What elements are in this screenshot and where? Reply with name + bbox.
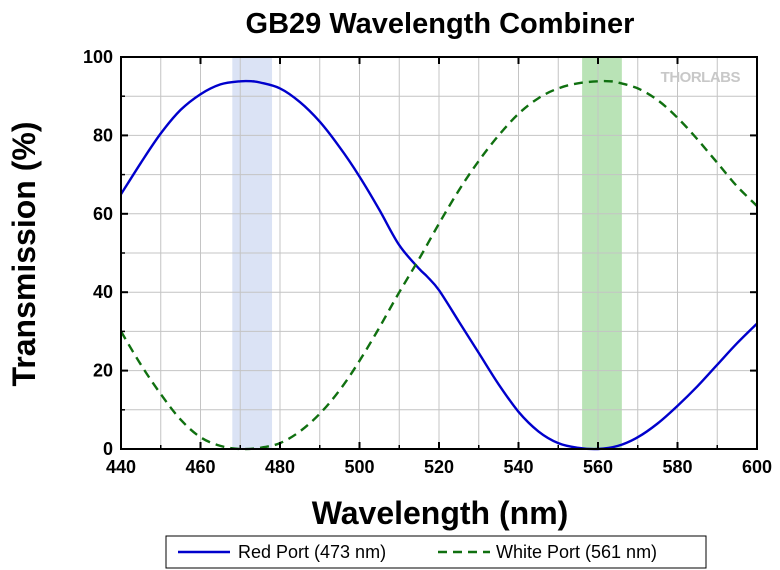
x-tick-label-600: 600 (742, 457, 772, 477)
legend: Red Port (473 nm) White Port (561 nm) (165, 535, 707, 569)
tick-labels: 440 460 480 500 520 540 560 580 600 0 20 40 60 80 100 (83, 47, 772, 477)
y-tick-label-20: 20 (93, 361, 113, 381)
x-axis-title: Wavelength (nm) (312, 495, 569, 531)
x-tick-label-440: 440 (106, 457, 136, 477)
legend-label-red-port: Red Port (473 nm) (238, 542, 386, 562)
series-line-0 (119, 79, 758, 451)
y-tick-label-40: 40 (93, 282, 113, 302)
chart-title: GB29 Wavelength Combiner (246, 8, 635, 40)
x-tick-label-520: 520 (424, 457, 454, 477)
legend-box (165, 535, 707, 569)
x-tick-label-460: 460 (185, 457, 215, 477)
y-tick-label-60: 60 (93, 204, 113, 224)
x-tick-label-540: 540 (503, 457, 533, 477)
x-tick-label-480: 480 (265, 457, 295, 477)
y-tick-label-0: 0 (103, 439, 113, 459)
axis-ticks (120, 56, 758, 450)
legend-label-white-port: White Port (561 nm) (496, 542, 657, 562)
y-axis-title: Transmission (%) (6, 122, 42, 387)
y-tick-label-100: 100 (83, 47, 113, 67)
grid-lines (121, 57, 757, 449)
x-tick-label-560: 560 (583, 457, 613, 477)
y-tick-label-80: 80 (93, 125, 113, 145)
brand-watermark: THORLABS (661, 69, 741, 86)
x-tick-label-580: 580 (662, 457, 692, 477)
x-tick-label-500: 500 (344, 457, 374, 477)
